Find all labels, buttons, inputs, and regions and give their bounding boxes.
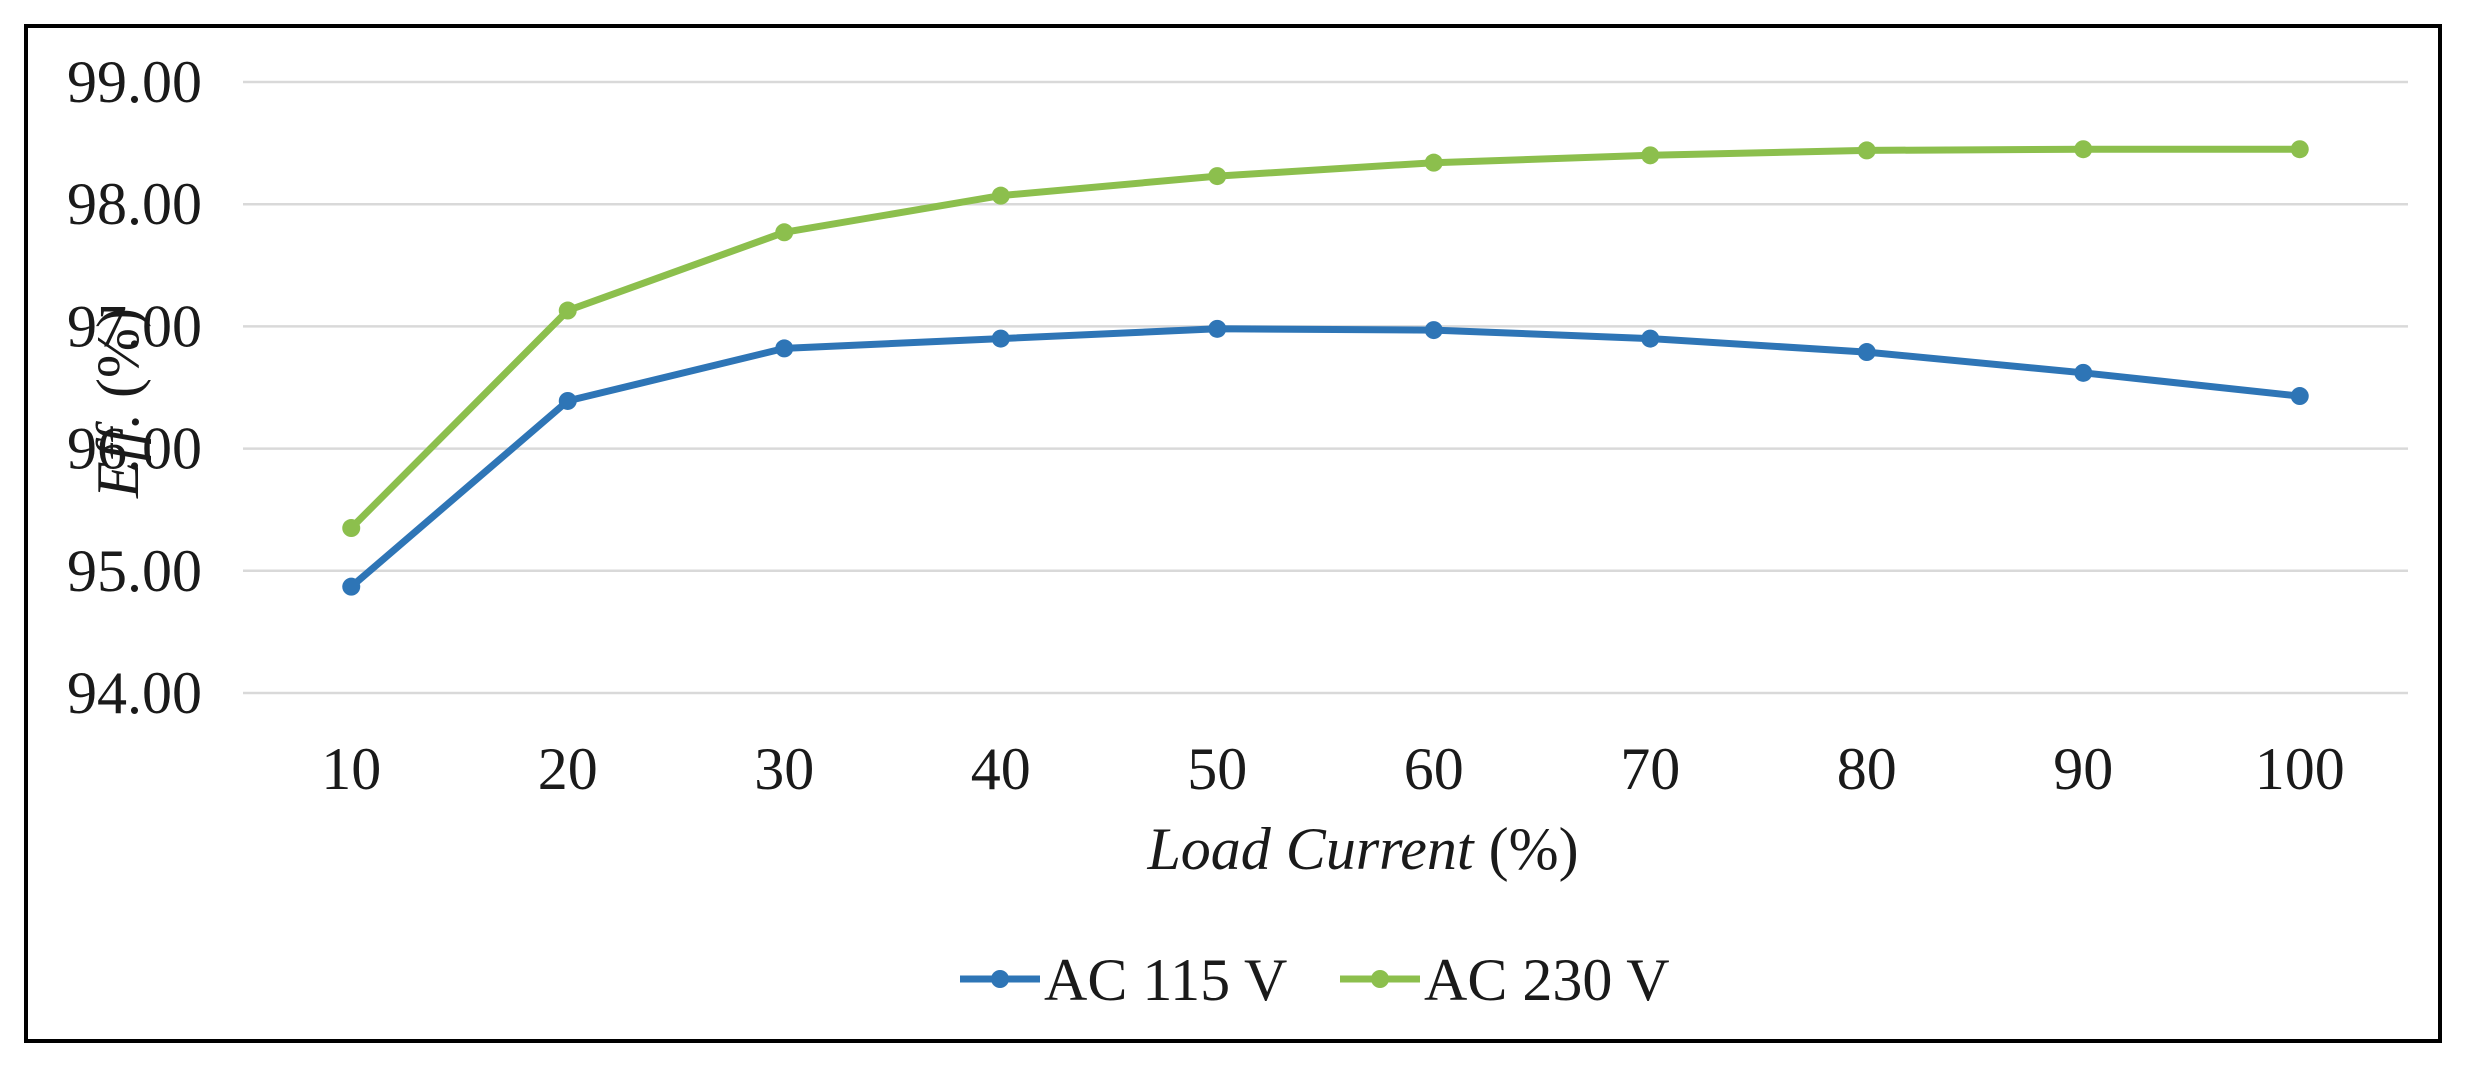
x-tick-label: 70 [1620,736,1680,802]
legend-swatch-marker [991,970,1009,988]
legend-label: AC 230 V [1424,947,1670,1013]
x-tick-label: 30 [754,736,814,802]
series-line [347,325,2304,591]
data-point [1857,343,1876,362]
x-axis-ticks: 10 20 30 40 50 60 70 80 90 100 [321,736,2345,802]
x-tick-label: 100 [2255,736,2345,802]
y-axis-title: Eff. (%) [85,308,151,499]
chart-frame: 94.00 95.00 96.00 97.00 98.00 99.00 10 20 30 40 5… [24,24,2442,1043]
series-ac-115-v [342,319,2309,596]
data-point [1857,141,1876,160]
legend-label: AC 115 V [1044,947,1287,1013]
x-tick-label: 10 [321,736,381,802]
data-point [342,519,361,538]
legend-item: AC 230 V [1340,947,1670,1013]
data-point [775,223,794,242]
data-point [1424,153,1443,172]
x-tick-label: 20 [538,736,598,802]
y-tick-label: 95.00 [67,538,202,604]
data-point [1641,329,1660,348]
series-line [347,145,2304,532]
data-point [2290,387,2309,406]
y-tick-label: 96.00 [67,416,202,482]
data-point [1641,146,1660,165]
data-point [1208,319,1227,338]
data-point [775,339,794,358]
data-point [342,577,361,596]
x-axis-title: Load Current (%) [1146,816,1578,882]
data-point [2074,140,2093,159]
legend-item: AC 115 V [960,947,1287,1013]
data-point [991,186,1010,205]
data-point [558,301,577,320]
x-tick-label: 40 [971,736,1031,802]
data-point [558,391,577,410]
gridlines [243,80,2408,695]
legend: AC 115 V AC 230 V [960,947,1670,1013]
data-point [1424,321,1443,340]
y-tick-label: 94.00 [67,660,202,726]
data-point [2074,363,2093,382]
data-point [2290,140,2309,159]
x-tick-label: 90 [2053,736,2113,802]
legend-swatch-marker [1371,970,1389,988]
x-tick-label: 60 [1404,736,1464,802]
data-point [991,329,1010,348]
x-tick-label: 50 [1187,736,1247,802]
y-tick-label: 99.00 [67,49,202,115]
line-chart: 94.00 95.00 96.00 97.00 98.00 99.00 10 20 30 40 5… [67,49,2408,1013]
series-ac-230-v [342,140,2309,538]
y-axis-ticks: 94.00 95.00 96.00 97.00 98.00 99.00 [67,49,202,726]
data-point [1208,167,1227,186]
y-tick-label: 97.00 [67,293,202,359]
x-tick-label: 80 [1837,736,1897,802]
y-tick-label: 98.00 [67,171,202,237]
series-layer [342,140,2309,596]
